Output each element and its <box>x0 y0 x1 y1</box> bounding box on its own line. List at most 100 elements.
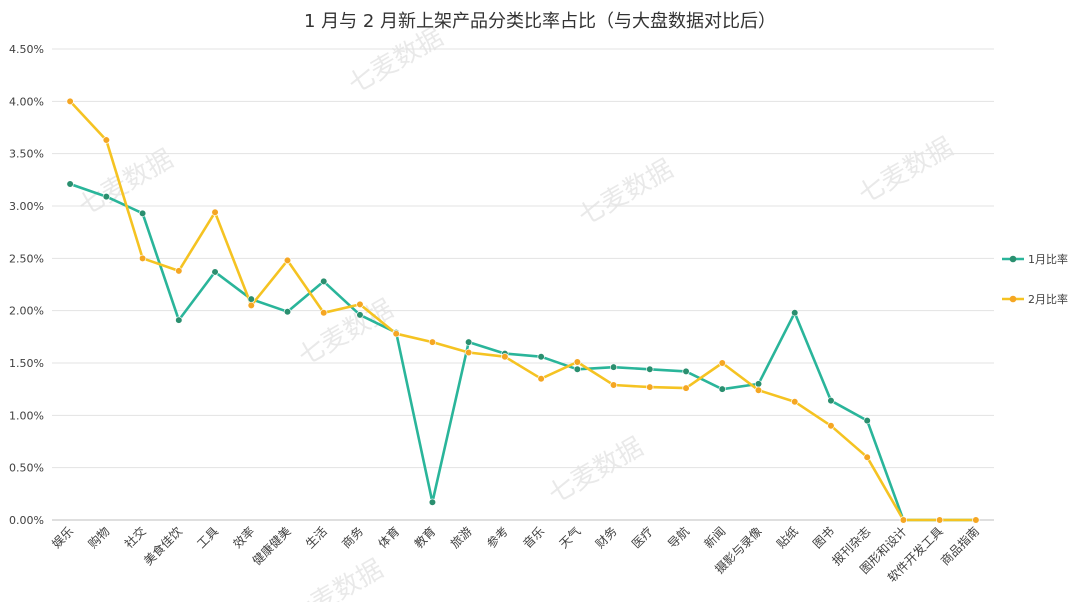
series-1-point <box>428 498 437 506</box>
x-category-label: 生活 <box>303 524 330 551</box>
y-tick-label: 2.00% <box>9 305 44 318</box>
x-category-label: 导航 <box>665 524 693 552</box>
legend-swatch-marker <box>1009 255 1017 263</box>
series-1-point <box>66 180 74 188</box>
series-1-point <box>102 192 110 201</box>
series-1-point <box>356 311 364 319</box>
x-category-label: 贴纸 <box>774 524 801 551</box>
x-category-label: 旅游 <box>448 524 475 551</box>
series-lines <box>69 100 976 522</box>
x-category-label: 天气 <box>556 524 584 552</box>
y-tick-label: 4.50% <box>9 43 44 56</box>
series-1-point <box>537 353 545 361</box>
series-2-point <box>827 422 835 430</box>
legend-label: 2月比率 <box>1028 292 1068 306</box>
y-tick-label: 3.00% <box>9 200 44 213</box>
legend: 1月比率 2月比率 <box>1002 252 1068 306</box>
series-2-point <box>465 348 473 357</box>
watermark-text: 七麦数据 <box>283 554 388 602</box>
x-category-label: 美食佳饮 <box>140 524 185 569</box>
series-1-point <box>175 316 183 324</box>
series-1-point <box>754 380 763 388</box>
legend-swatch-marker <box>1009 295 1017 303</box>
x-category-label: 购物 <box>85 524 113 552</box>
series-2-point <box>791 398 799 406</box>
series-line-2 <box>69 100 976 522</box>
series-2-point <box>138 254 147 262</box>
series-2-point <box>936 516 944 524</box>
watermark-text: 七麦数据 <box>343 22 448 100</box>
series-markers <box>66 97 980 524</box>
watermark-text: 七麦数据 <box>73 144 178 222</box>
series-1-point <box>573 365 581 373</box>
legend-label: 1月比率 <box>1028 252 1068 266</box>
x-category-label: 健康健美 <box>249 524 294 569</box>
series-2-point <box>972 516 980 524</box>
watermark-text: 七麦数据 <box>853 132 958 210</box>
series-2-point <box>66 97 74 105</box>
x-category-label: 商务 <box>338 524 366 552</box>
x-category-label: 效率 <box>230 524 258 552</box>
x-category-label: 参考 <box>483 524 511 552</box>
y-tick-label: 1.50% <box>9 357 44 370</box>
series-2-point <box>537 375 545 383</box>
series-2-point <box>609 381 618 389</box>
y-tick-label: 2.50% <box>9 252 44 265</box>
series-2-point <box>211 208 219 216</box>
x-category-label: 图书 <box>810 524 837 551</box>
series-2-point <box>320 309 328 317</box>
series-2-point <box>718 359 726 367</box>
x-category-label: 财务 <box>592 524 620 552</box>
series-2-point <box>392 330 400 338</box>
series-1-point <box>283 308 292 316</box>
series-1-point <box>247 295 255 303</box>
series-1-point <box>465 338 473 346</box>
watermark-text: 七麦数据 <box>293 294 398 372</box>
y-tick-label: 4.00% <box>9 95 44 108</box>
series-1-point <box>211 268 219 276</box>
x-category-label: 音乐 <box>520 524 548 552</box>
series-1-point <box>320 277 328 285</box>
series-1-point <box>791 309 799 317</box>
series-1-point <box>609 363 618 371</box>
series-2-point <box>283 256 292 265</box>
series-2-point <box>356 300 364 308</box>
series-2-point <box>428 338 437 346</box>
x-category-label: 新闻 <box>701 524 729 552</box>
series-2-point <box>573 358 581 366</box>
series-2-point <box>501 353 509 361</box>
x-category-label: 体育 <box>375 524 403 552</box>
series-1-point <box>682 367 690 375</box>
y-tick-label: 0.00% <box>9 514 44 527</box>
series-1-point <box>827 397 835 405</box>
series-1-point <box>138 209 147 217</box>
x-category-label: 医疗 <box>629 524 656 551</box>
x-category-label: 娱乐 <box>49 524 76 551</box>
series-2-point <box>247 301 255 310</box>
x-category-label: 商品指南 <box>937 524 982 569</box>
x-category-label: 教育 <box>411 524 439 552</box>
series-2-point <box>682 384 690 392</box>
y-axis-ticks: 0.00% 0.50% 1.00% 1.50% 2.00% 2.50% 3.00% 3.50%… <box>9 43 44 527</box>
y-tick-label: 0.50% <box>9 462 44 475</box>
watermark-text: 七麦数据 <box>543 432 648 510</box>
series-2-point <box>863 453 871 461</box>
series-2-point <box>646 383 654 391</box>
y-tick-label: 1.00% <box>9 409 44 422</box>
series-2-point <box>175 267 183 275</box>
x-category-label: 社交 <box>121 524 149 552</box>
grid-lines <box>52 48 994 521</box>
series-1-point <box>863 416 871 425</box>
series-1-point <box>718 385 726 393</box>
series-2-point <box>899 516 908 524</box>
series-1-point <box>646 365 654 373</box>
series-2-point <box>102 136 110 144</box>
series-2-point <box>754 386 763 394</box>
x-category-label: 工具 <box>194 524 221 551</box>
chart-title: 1 月与 2 月新上架产品分类比率占比（与大盘数据对比后） <box>304 11 776 32</box>
y-tick-label: 3.50% <box>9 148 44 161</box>
